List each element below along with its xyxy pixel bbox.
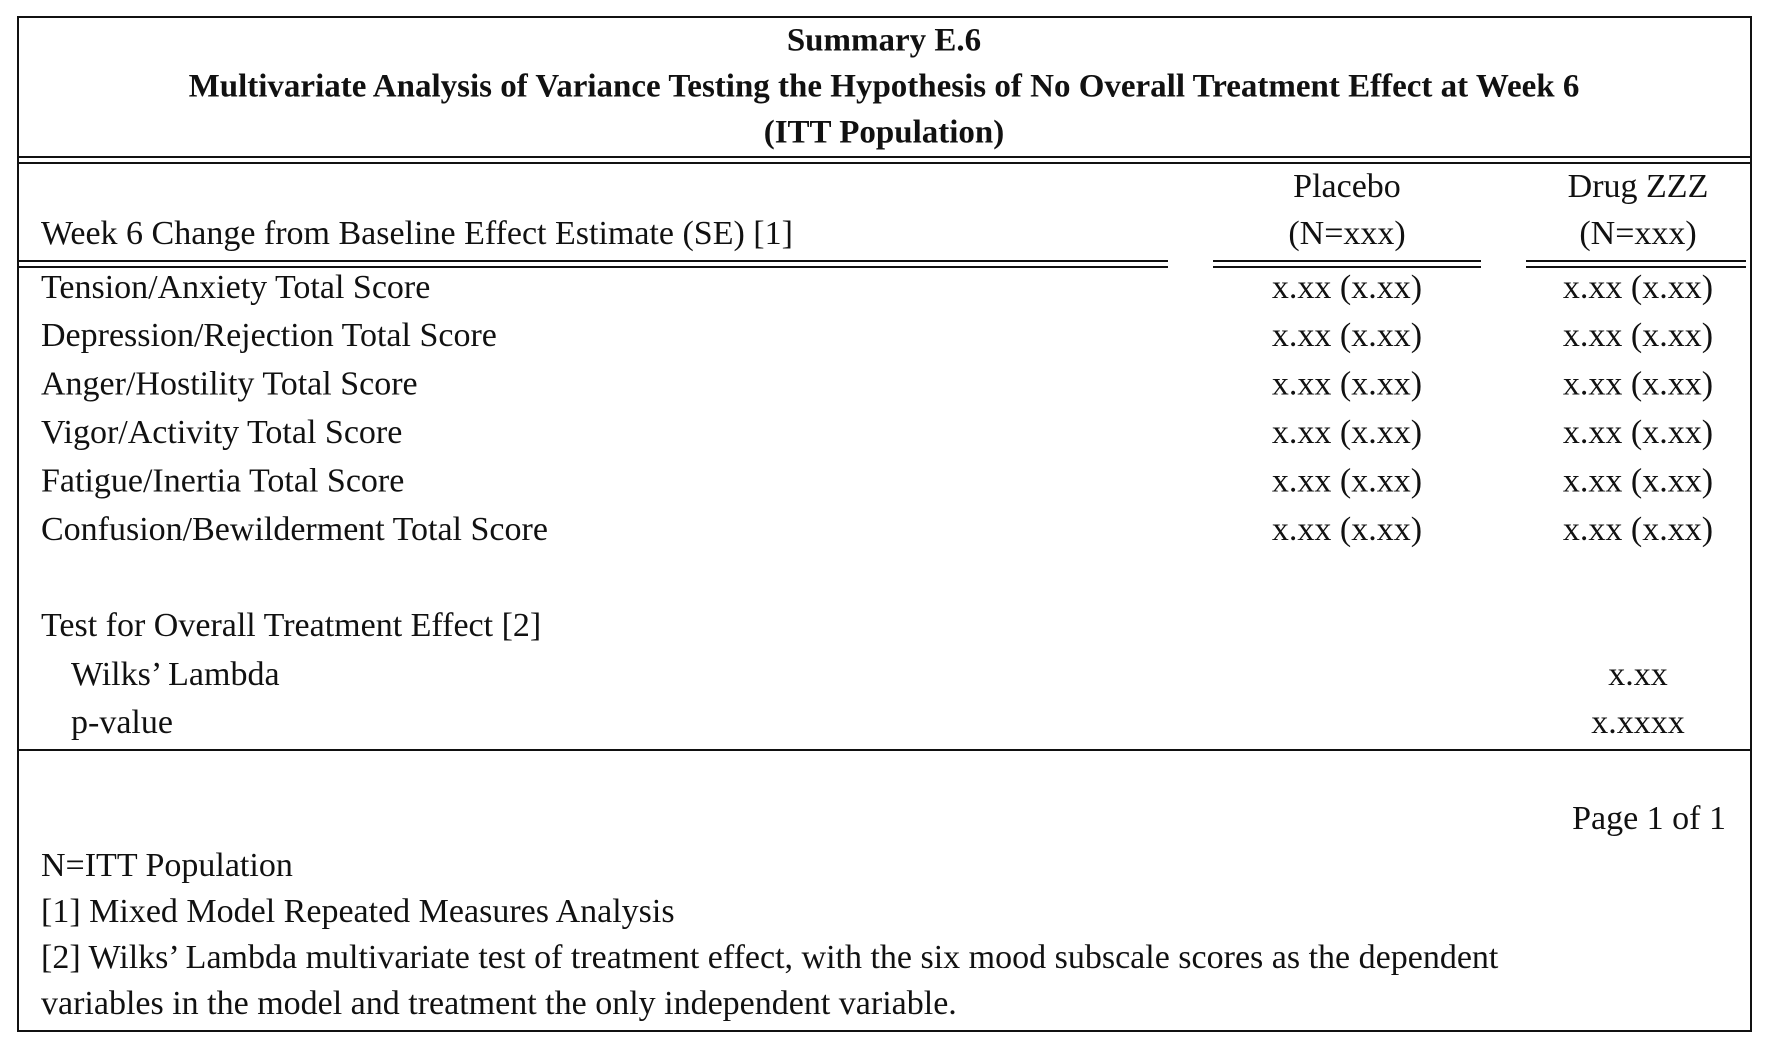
- row-label: Vigor/Activity Total Score: [41, 414, 402, 451]
- row-label: Tension/Anxiety Total Score: [41, 269, 430, 306]
- test-label: p-value: [71, 704, 173, 741]
- test-label: Wilks’ Lambda: [71, 656, 280, 693]
- footnote: N=ITT Population: [41, 847, 293, 884]
- row-label: Fatigue/Inertia Total Score: [41, 462, 404, 499]
- footnote: [2] Wilks’ Lambda multivariate test of t…: [41, 939, 1499, 976]
- test-title: Test for Overall Treatment Effect [2]: [41, 607, 541, 644]
- row-header: Week 6 Change from Baseline Effect Estim…: [41, 215, 793, 252]
- column-header: Drug ZZZ: [1568, 168, 1709, 205]
- cell: x.xx (x.xx): [1563, 414, 1713, 451]
- test-value: x.xx: [1608, 656, 1668, 693]
- footnote: variables in the model and treatment the…: [41, 985, 957, 1022]
- column-header: Placebo: [1293, 168, 1401, 205]
- cell: x.xx (x.xx): [1272, 511, 1422, 548]
- cell: x.xx (x.xx): [1563, 269, 1713, 306]
- column-n: (N=xxx): [1288, 215, 1405, 252]
- cell: x.xx (x.xx): [1272, 366, 1422, 403]
- row-label: Anger/Hostility Total Score: [41, 366, 418, 403]
- title-line: (ITT Population): [764, 115, 1005, 151]
- cell: x.xx (x.xx): [1563, 462, 1713, 499]
- cell: x.xx (x.xx): [1272, 462, 1422, 499]
- row-label: Confusion/Bewilderment Total Score: [41, 511, 548, 548]
- cell: x.xx (x.xx): [1563, 366, 1713, 403]
- column-n: (N=xxx): [1579, 215, 1696, 252]
- page-number: Page 1 of 1: [1572, 800, 1726, 837]
- row-label: Depression/Rejection Total Score: [41, 317, 497, 354]
- cell: x.xx (x.xx): [1563, 317, 1713, 354]
- table-border: [17, 16, 1752, 1032]
- title-line: Summary E.6: [787, 23, 981, 59]
- cell: x.xx (x.xx): [1563, 511, 1713, 548]
- cell: x.xx (x.xx): [1272, 317, 1422, 354]
- cell: x.xx (x.xx): [1272, 269, 1422, 306]
- cell: x.xx (x.xx): [1272, 414, 1422, 451]
- title-line: Multivariate Analysis of Variance Testin…: [189, 69, 1580, 105]
- footnote: [1] Mixed Model Repeated Measures Analys…: [41, 893, 675, 930]
- test-value: x.xxxx: [1591, 704, 1685, 741]
